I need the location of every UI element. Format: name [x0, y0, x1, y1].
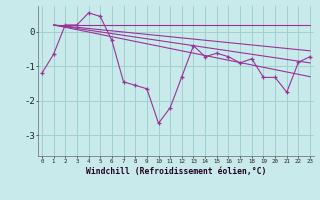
X-axis label: Windchill (Refroidissement éolien,°C): Windchill (Refroidissement éolien,°C) [86, 167, 266, 176]
